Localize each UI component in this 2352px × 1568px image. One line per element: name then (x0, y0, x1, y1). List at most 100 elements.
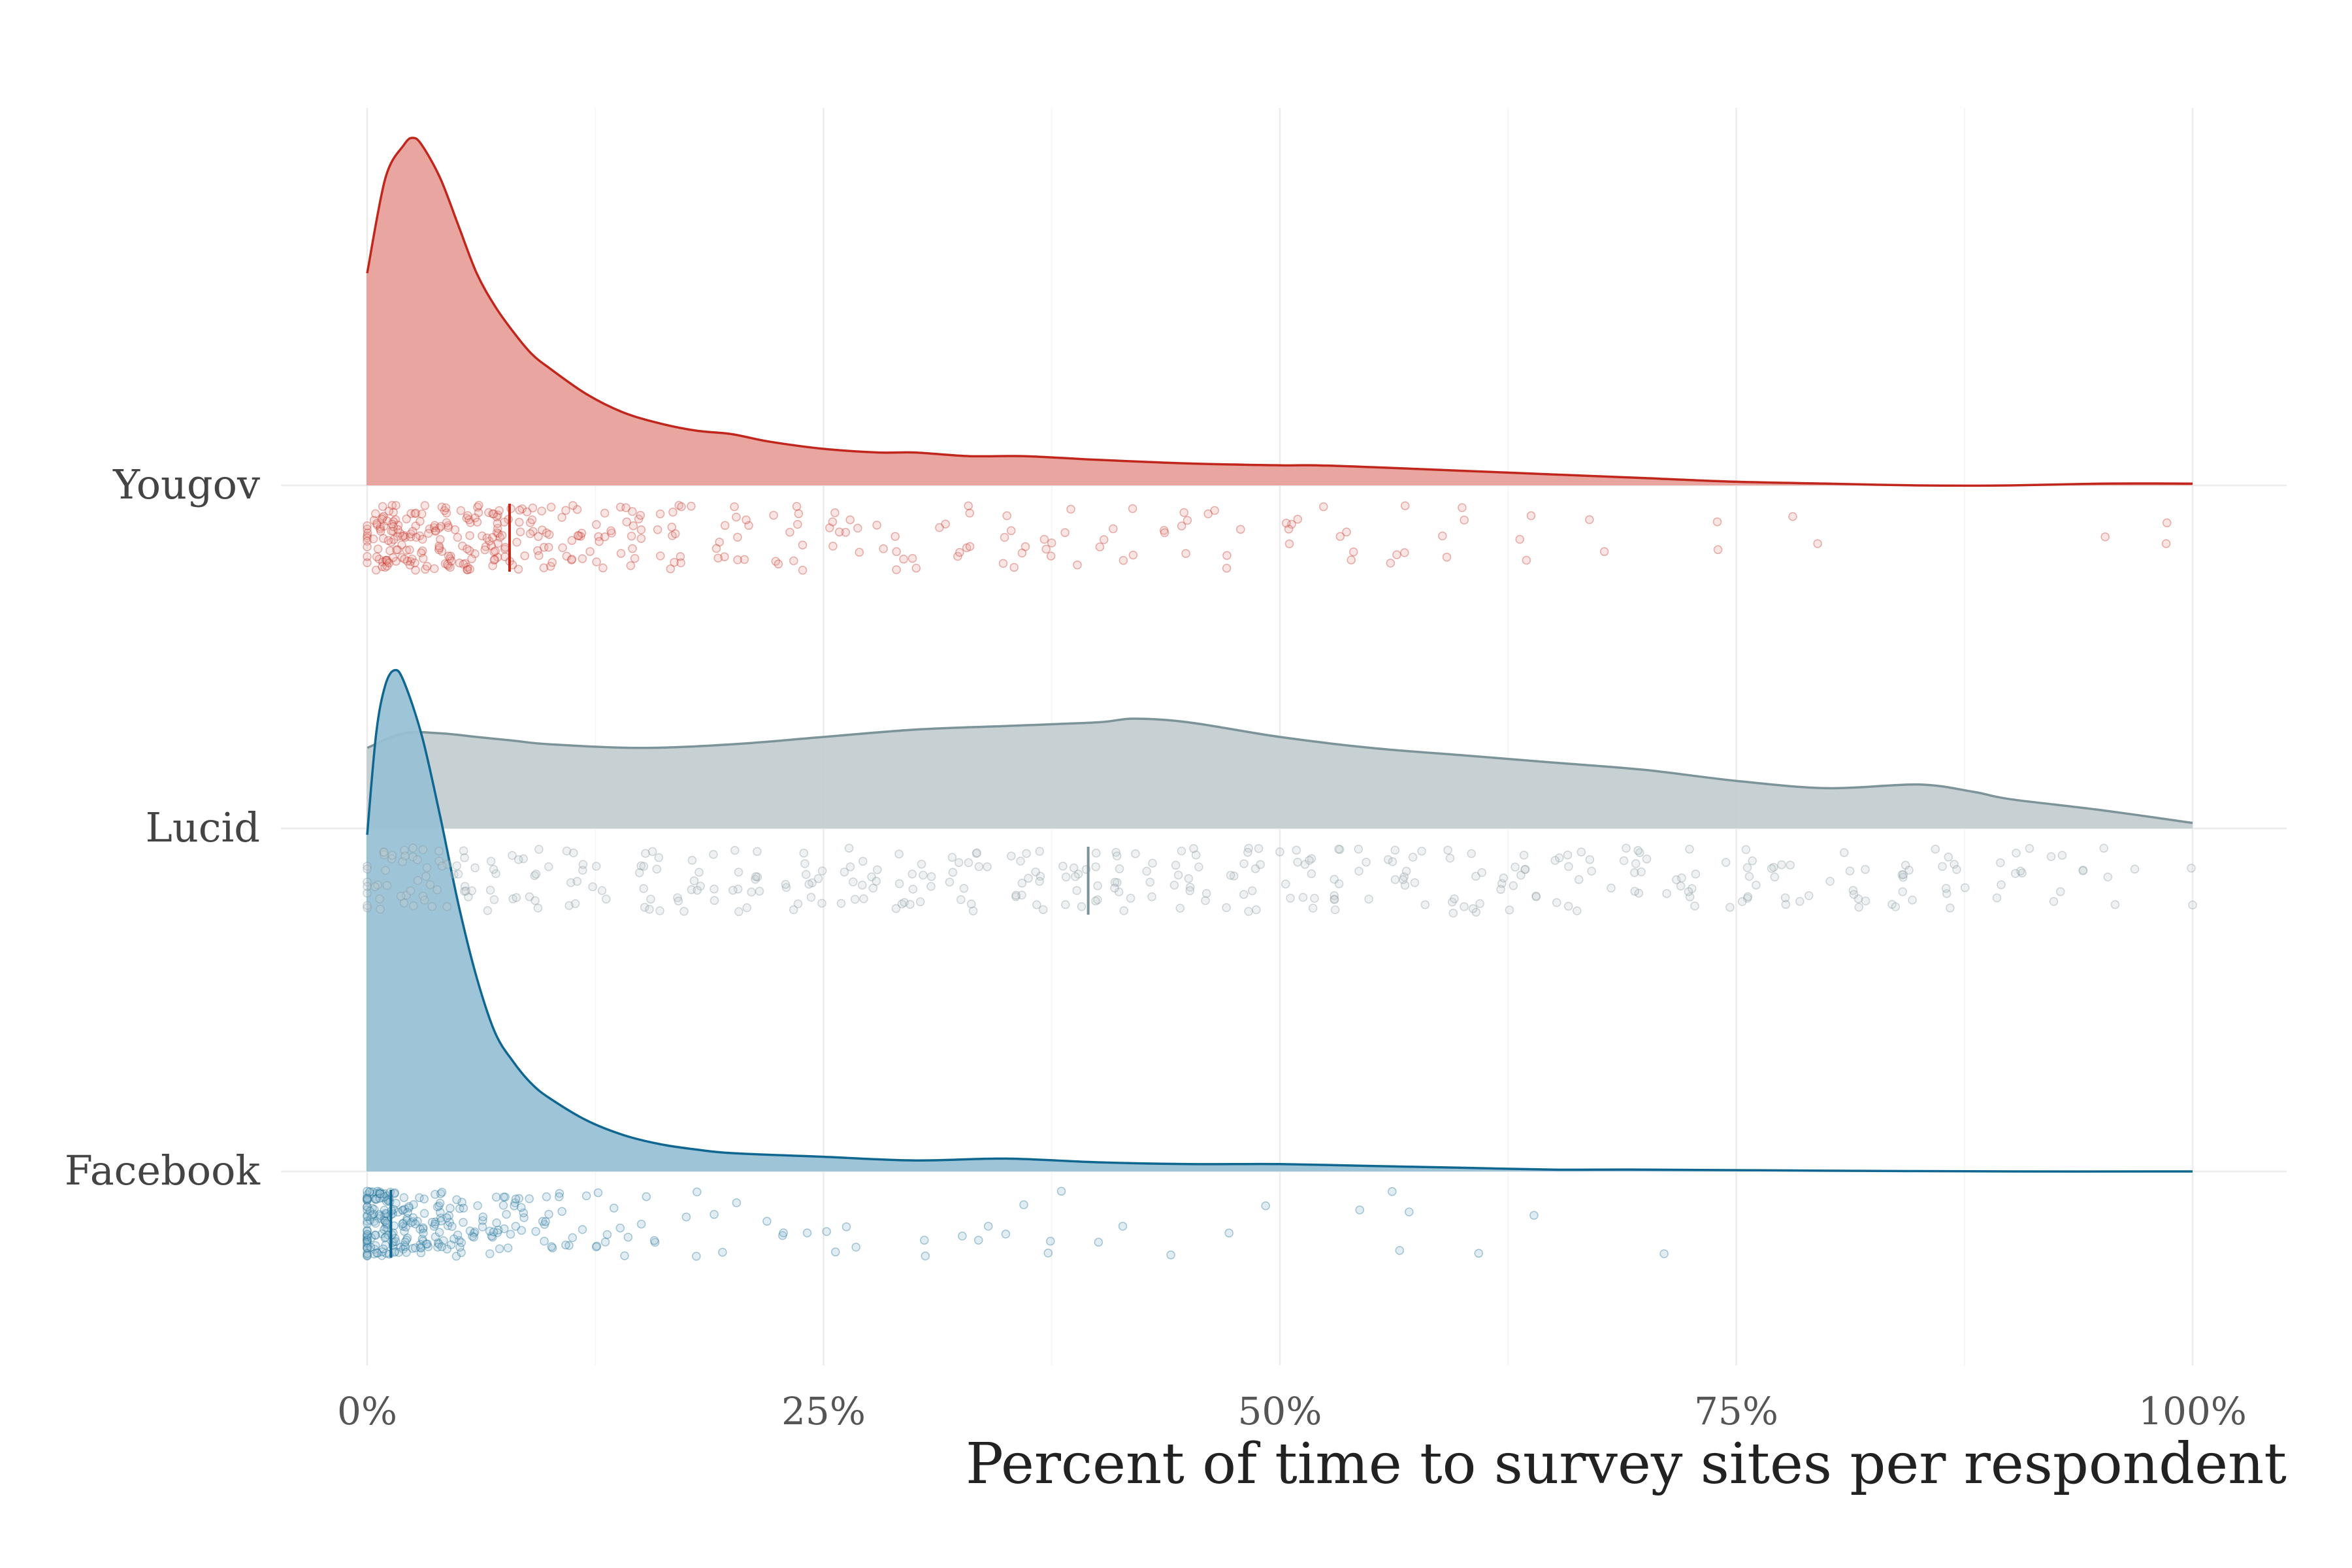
point-yougov-5 (376, 523, 385, 532)
point-facebook-11 (363, 1243, 372, 1253)
point-lucid-27 (382, 881, 392, 890)
point-lucid-355 (1848, 886, 1858, 895)
point-yougov-233 (628, 544, 637, 553)
point-lucid-241 (1298, 892, 1308, 902)
point-lucid-214 (1201, 896, 1210, 906)
point-lucid-197 (1091, 896, 1100, 906)
x-tick-label-75: 75% (1694, 1389, 1778, 1433)
point-lucid-339 (1752, 880, 1761, 890)
point-lucid-382 (2010, 869, 2020, 878)
point-yougov-163 (488, 509, 497, 519)
point-facebook-235 (510, 1198, 519, 1207)
point-facebook-187 (419, 1209, 429, 1218)
point-lucid-4 (363, 903, 372, 913)
point-lucid-242 (1293, 857, 1302, 867)
point-yougov-68 (406, 529, 416, 538)
point-facebook-296 (1046, 1237, 1055, 1246)
point-facebook-109 (363, 1250, 372, 1260)
point-facebook-283 (831, 1247, 840, 1257)
point-yougov-127 (465, 546, 474, 555)
point-lucid-180 (1011, 890, 1021, 900)
point-lucid-190 (1093, 895, 1102, 905)
point-facebook-275 (692, 1252, 701, 1261)
point-yougov-301 (941, 519, 950, 529)
point-lucid-357 (1854, 902, 1863, 912)
point-lucid-310 (1576, 847, 1586, 857)
point-lucid-282 (1471, 872, 1480, 881)
point-facebook-254 (547, 1243, 557, 1252)
point-facebook-37 (363, 1217, 372, 1226)
point-facebook-85 (381, 1232, 390, 1242)
point-yougov-123 (442, 508, 451, 518)
point-yougov-4 (374, 555, 384, 564)
point-facebook-141 (400, 1204, 410, 1214)
point-yougov-128 (462, 514, 471, 523)
point-lucid-323 (1676, 881, 1686, 890)
point-yougov-148 (488, 561, 497, 570)
point-facebook-168 (400, 1237, 410, 1247)
point-lucid-284 (1475, 899, 1484, 908)
point-yougov-166 (497, 531, 507, 540)
point-lucid-301 (1564, 862, 1573, 872)
point-lucid-254 (1335, 845, 1345, 855)
point-yougov-161 (490, 555, 499, 564)
point-lucid-204 (1142, 866, 1151, 876)
point-lucid-236 (1247, 886, 1257, 896)
point-facebook-66 (381, 1209, 390, 1218)
point-facebook-219 (495, 1244, 504, 1254)
point-yougov-304 (935, 523, 944, 532)
point-lucid-188 (1069, 863, 1079, 873)
point-yougov-133 (453, 532, 463, 542)
point-lucid-88 (636, 861, 646, 871)
point-yougov-93 (436, 534, 445, 544)
point-facebook-253 (555, 1192, 564, 1201)
point-yougov-132 (444, 523, 453, 532)
point-yougov-153 (489, 547, 498, 557)
point-lucid-111 (747, 887, 756, 897)
point-yougov-218 (595, 537, 604, 546)
point-facebook-305 (1388, 1187, 1397, 1196)
point-facebook-239 (514, 1194, 524, 1203)
point-lucid-191 (1071, 872, 1080, 881)
point-facebook-182 (436, 1213, 446, 1223)
point-yougov-244 (653, 525, 662, 534)
point-yougov-94 (434, 545, 444, 555)
point-yougov-211 (576, 532, 585, 541)
point-yougov-196 (542, 528, 551, 538)
point-yougov-342 (1319, 502, 1328, 512)
category-labels: Yougov Lucid Facebook (65, 461, 261, 1194)
point-yougov-108 (473, 502, 482, 512)
point-lucid-8 (379, 847, 388, 857)
point-yougov-69 (392, 545, 401, 555)
point-lucid-25 (408, 843, 417, 853)
point-lucid-165 (966, 899, 976, 909)
point-yougov-274 (774, 559, 783, 569)
point-yougov-58 (407, 554, 417, 564)
point-yougov-139 (484, 508, 493, 517)
point-yougov-332 (1222, 563, 1232, 573)
point-lucid-36 (427, 902, 437, 911)
point-lucid-53 (470, 863, 480, 873)
category-label-lucid: Lucid (146, 804, 260, 851)
point-facebook-136 (404, 1203, 414, 1213)
point-yougov-317 (1060, 528, 1070, 537)
point-yougov-339 (1284, 539, 1294, 549)
point-lucid-304 (1574, 875, 1584, 885)
point-facebook-24 (363, 1249, 372, 1259)
point-lucid-26 (380, 847, 389, 857)
point-yougov-2 (373, 544, 383, 554)
point-yougov-27 (376, 527, 385, 536)
point-yougov-7 (369, 515, 379, 525)
point-yougov-333 (1236, 525, 1245, 534)
point-yougov-296 (911, 563, 921, 573)
point-yougov-143 (485, 536, 494, 546)
point-lucid-354 (1839, 848, 1849, 857)
point-lucid-206 (1119, 906, 1129, 915)
point-yougov-131 (440, 506, 449, 515)
point-yougov-138 (481, 542, 491, 551)
point-facebook-84 (376, 1211, 385, 1220)
point-lucid-389 (2049, 897, 2059, 906)
point-facebook-41 (363, 1194, 372, 1204)
point-lucid-41 (437, 861, 447, 871)
point-yougov-226 (568, 500, 578, 510)
